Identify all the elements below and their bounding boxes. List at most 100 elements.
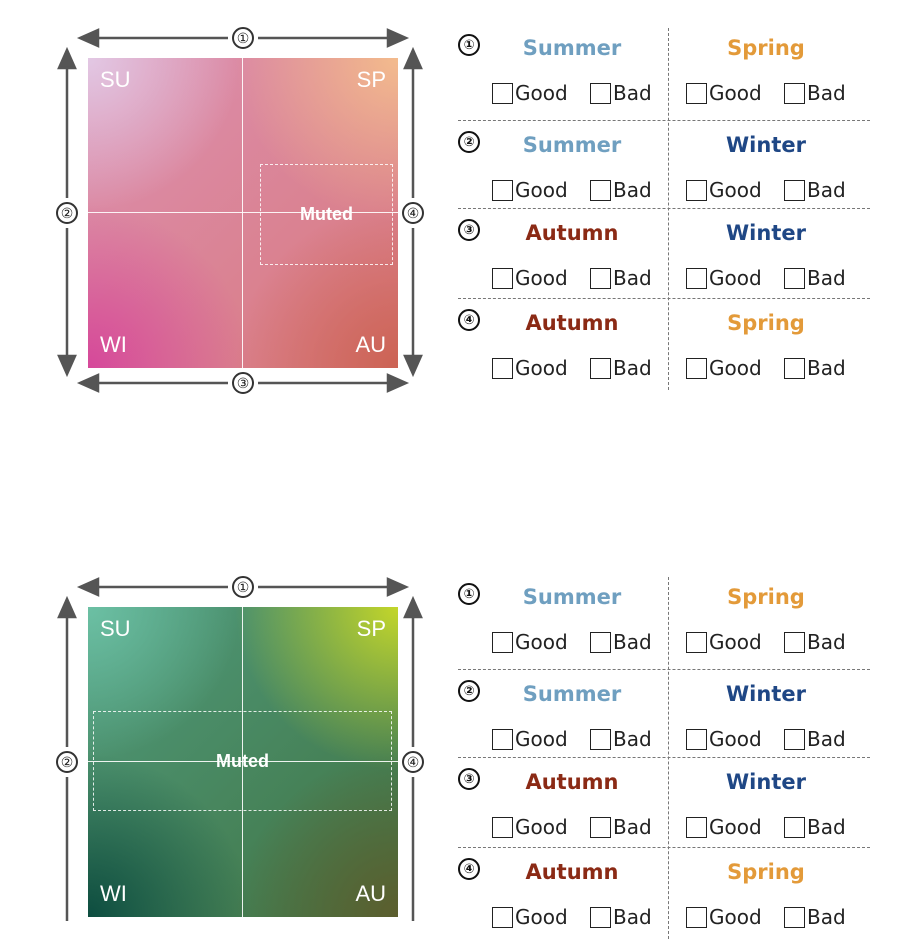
good-checkbox-option[interactable]: Good	[492, 178, 568, 202]
checkbox-icon[interactable]	[686, 906, 707, 928]
row-number: ④	[458, 309, 480, 331]
checkbox-label: Good	[709, 815, 762, 839]
bad-checkbox-option[interactable]: Bad	[784, 81, 846, 105]
season-name-autumn: Autumn	[525, 221, 619, 245]
checkbox-icon[interactable]	[686, 816, 707, 838]
checkbox-icon[interactable]	[590, 906, 611, 928]
axis-marker-right: ④	[402, 202, 424, 224]
checkbox-label: Good	[515, 81, 568, 105]
bad-checkbox-option[interactable]: Bad	[784, 727, 846, 751]
season-name-spring: Spring	[727, 860, 805, 884]
checkbox-icon[interactable]	[492, 82, 513, 104]
axis-marker-left: ②	[56, 202, 78, 224]
checkbox-icon[interactable]	[784, 179, 805, 201]
row-divider	[458, 208, 870, 209]
checkbox-icon[interactable]	[492, 906, 513, 928]
checkbox-label: Bad	[807, 356, 846, 380]
bad-checkbox-option[interactable]: Bad	[590, 81, 652, 105]
checkbox-label: Good	[515, 356, 568, 380]
checkbox-icon[interactable]	[784, 631, 805, 653]
bad-checkbox-option[interactable]: Bad	[590, 815, 652, 839]
checkbox-icon[interactable]	[784, 728, 805, 750]
checkbox-icon[interactable]	[590, 82, 611, 104]
checkbox-icon[interactable]	[784, 816, 805, 838]
bad-checkbox-option[interactable]: Bad	[784, 178, 846, 202]
season-name-winter: Winter	[726, 221, 806, 245]
corner-label-summer: SU	[100, 616, 131, 641]
checkbox-label: Bad	[613, 727, 652, 751]
checkbox-label: Good	[709, 630, 762, 654]
checkbox-icon[interactable]	[590, 728, 611, 750]
checkbox-icon[interactable]	[492, 267, 513, 289]
row-divider	[458, 669, 870, 670]
checkbox-icon[interactable]	[686, 267, 707, 289]
good-checkbox-option[interactable]: Good	[686, 815, 762, 839]
good-checkbox-option[interactable]: Good	[492, 815, 568, 839]
row-number: ③	[458, 768, 480, 790]
good-checkbox-option[interactable]: Good	[686, 727, 762, 751]
bad-checkbox-option[interactable]: Bad	[784, 905, 846, 929]
checkbox-icon[interactable]	[686, 82, 707, 104]
checkbox-icon[interactable]	[590, 267, 611, 289]
checkbox-icon[interactable]	[492, 631, 513, 653]
good-checkbox-option[interactable]: Good	[492, 905, 568, 929]
muted-label: Muted	[300, 204, 353, 224]
good-checkbox-option[interactable]: Good	[686, 81, 762, 105]
good-checkbox-option[interactable]: Good	[686, 356, 762, 380]
good-checkbox-option[interactable]: Good	[492, 630, 568, 654]
checkbox-icon[interactable]	[590, 179, 611, 201]
checkbox-icon[interactable]	[590, 816, 611, 838]
checkbox-icon[interactable]	[492, 816, 513, 838]
checkbox-label: Bad	[807, 630, 846, 654]
season-name-autumn: Autumn	[525, 770, 619, 794]
checkbox-icon[interactable]	[686, 631, 707, 653]
checkbox-label: Good	[709, 81, 762, 105]
good-checkbox-option[interactable]: Good	[492, 81, 568, 105]
axis-marker-top: ①	[232, 27, 254, 49]
checkbox-icon[interactable]	[784, 906, 805, 928]
checkbox-icon[interactable]	[492, 357, 513, 379]
good-checkbox-option[interactable]: Good	[686, 178, 762, 202]
corner-label-spring: SP	[356, 67, 386, 92]
row-number: ②	[458, 131, 480, 153]
bad-checkbox-option[interactable]: Bad	[784, 266, 846, 290]
bad-checkbox-option[interactable]: Bad	[590, 905, 652, 929]
good-checkbox-option[interactable]: Good	[492, 727, 568, 751]
checkbox-icon[interactable]	[590, 357, 611, 379]
checkbox-icon[interactable]	[492, 179, 513, 201]
checkbox-icon[interactable]	[686, 179, 707, 201]
checkbox-label: Good	[515, 266, 568, 290]
checkbox-icon[interactable]	[686, 728, 707, 750]
season-gradient-square: SU SP WI AU Muted	[88, 607, 398, 917]
checkbox-icon[interactable]	[784, 357, 805, 379]
bad-checkbox-option[interactable]: Bad	[590, 356, 652, 380]
checkbox-label: Good	[515, 178, 568, 202]
bad-checkbox-option[interactable]: Bad	[590, 178, 652, 202]
bad-checkbox-option[interactable]: Bad	[784, 815, 846, 839]
checkbox-label: Bad	[807, 905, 846, 929]
good-checkbox-option[interactable]: Good	[686, 266, 762, 290]
good-checkbox-option[interactable]: Good	[686, 630, 762, 654]
checkbox-label: Bad	[613, 630, 652, 654]
checkbox-icon[interactable]	[686, 357, 707, 379]
bad-checkbox-option[interactable]: Bad	[784, 630, 846, 654]
checkbox-label: Bad	[613, 81, 652, 105]
bad-checkbox-option[interactable]: Bad	[590, 727, 652, 751]
bad-checkbox-option[interactable]: Bad	[590, 266, 652, 290]
checkbox-icon[interactable]	[784, 267, 805, 289]
bad-checkbox-option[interactable]: Bad	[784, 356, 846, 380]
bad-checkbox-option[interactable]: Bad	[590, 630, 652, 654]
checkbox-label: Bad	[807, 81, 846, 105]
good-checkbox-option[interactable]: Good	[492, 266, 568, 290]
checkbox-icon[interactable]	[492, 728, 513, 750]
checkbox-label: Bad	[807, 178, 846, 202]
good-checkbox-option[interactable]: Good	[492, 356, 568, 380]
checkbox-icon[interactable]	[590, 631, 611, 653]
horizontal-divider	[88, 761, 398, 762]
row-number: ④	[458, 858, 480, 880]
good-checkbox-option[interactable]: Good	[686, 905, 762, 929]
axis-marker-bottom: ③	[232, 372, 254, 394]
checkbox-label: Bad	[807, 727, 846, 751]
season-name-spring: Spring	[727, 36, 805, 60]
checkbox-icon[interactable]	[784, 82, 805, 104]
